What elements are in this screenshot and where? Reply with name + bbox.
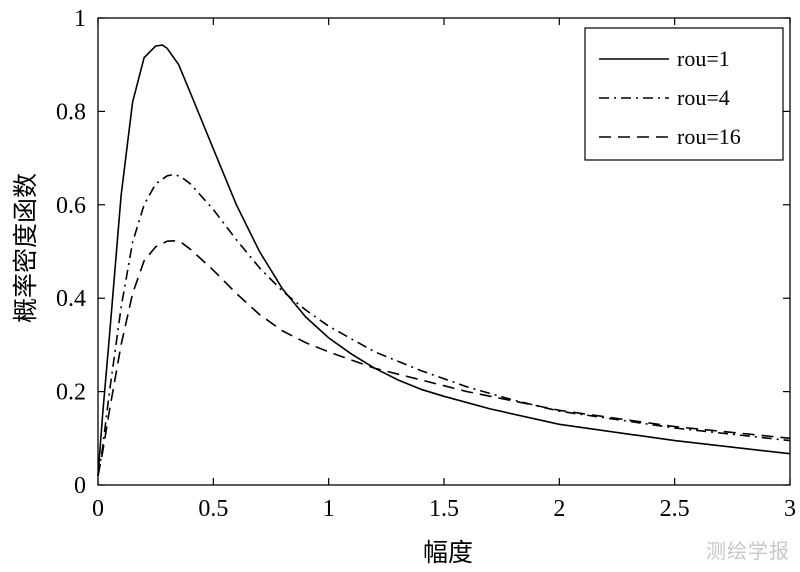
series-line-rou-1 xyxy=(97,44,791,476)
x-tick-label: 0.5 xyxy=(198,496,228,522)
y-tick-label: 0.2 xyxy=(56,380,86,406)
x-tick-label: 1 xyxy=(323,496,335,522)
y-axis-title: 概率密度函数 xyxy=(11,173,40,323)
series-lines xyxy=(97,44,791,476)
legend-label: rou=16 xyxy=(677,124,741,149)
y-tick-label: 0.8 xyxy=(56,99,86,125)
x-axis-ticks: 0 0.5 1 1.5 2 2.5 3 xyxy=(92,18,796,522)
watermark: 测绘学报 xyxy=(706,539,790,563)
x-axis-title: 幅度 xyxy=(423,538,473,567)
x-tick-label: 2.5 xyxy=(660,496,690,522)
y-tick-label: 0.6 xyxy=(56,193,86,219)
series-line-rou-16 xyxy=(97,240,791,476)
legend: rou=1 rou=4 rou=16 xyxy=(584,27,784,161)
x-tick-label: 3 xyxy=(784,496,796,522)
x-tick-label: 2 xyxy=(553,496,565,522)
legend-label: rou=4 xyxy=(677,85,730,110)
y-tick-label: 0 xyxy=(74,473,86,499)
y-tick-label: 1 xyxy=(74,6,86,32)
y-axis-ticks: 0 0.2 0.4 0.6 0.8 1 xyxy=(56,6,790,499)
series-line-rou-4 xyxy=(97,173,791,476)
y-tick-label: 0.4 xyxy=(56,286,86,312)
legend-label: rou=1 xyxy=(677,46,730,71)
x-tick-label: 0 xyxy=(92,496,104,522)
legend-box xyxy=(584,27,784,161)
x-tick-label: 1.5 xyxy=(429,496,459,522)
